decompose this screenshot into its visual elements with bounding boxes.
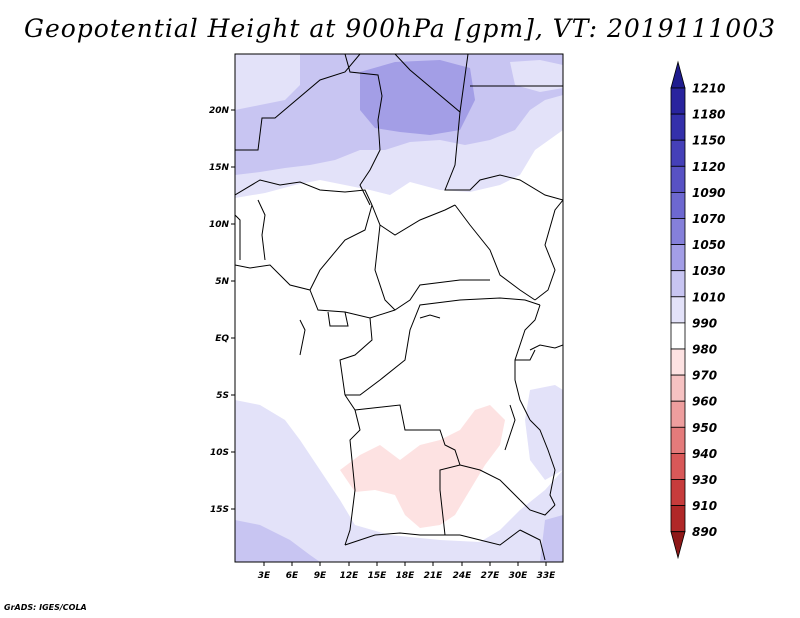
colorbar-segment — [670, 348, 686, 376]
lat-label-15n: 15N — [209, 163, 230, 173]
colorbar-label: 950 — [692, 421, 717, 435]
colorbar-segment — [670, 244, 686, 272]
colorbar-segment — [670, 113, 686, 141]
lon-label-9e: 9E — [314, 571, 327, 581]
colorbar-label: 930 — [692, 473, 717, 487]
colorbar-label: 1010 — [692, 290, 725, 304]
colorbar-segment — [670, 505, 686, 533]
lon-label-3e: 3E — [258, 571, 271, 581]
lat-label-5s: 5S — [216, 391, 229, 401]
lat-label-10n: 10N — [209, 220, 230, 230]
height-field — [235, 54, 563, 562]
lat-axis: 20N 15N 10N 5N EQ 5S 10S 15S — [209, 106, 235, 515]
colorbar-segment — [670, 426, 686, 454]
lon-label-24e: 24E — [453, 571, 473, 581]
colorbar-label: 1180 — [692, 108, 725, 122]
colorbar-label: 1210 — [692, 82, 725, 96]
colorbar-label: 910 — [692, 499, 717, 513]
colorbar-segment — [670, 452, 686, 480]
colorbar-label: 1120 — [692, 160, 725, 174]
boundaries — [235, 54, 563, 561]
field-north-1050 — [360, 60, 475, 135]
lat-label-15s: 15S — [210, 505, 229, 515]
lon-label-18e: 18E — [396, 571, 416, 581]
colorbar-segment — [670, 191, 686, 219]
grads-credit: GrADS: IGES/COLA — [4, 603, 87, 612]
colorbar-extend-top — [670, 60, 686, 89]
field-south-1030 — [235, 520, 320, 562]
field-northwest-hole — [248, 62, 300, 100]
field-southeast-1030 — [540, 515, 563, 562]
lon-label-12e: 12E — [340, 571, 360, 581]
lon-label-15e: 15E — [368, 571, 388, 581]
colorbar-label: 990 — [692, 316, 717, 330]
map-frame — [234, 53, 564, 563]
colorbar-extend-bottom — [670, 531, 686, 560]
colorbar-label: 1150 — [692, 134, 725, 148]
colorbar-segment — [670, 139, 686, 167]
lon-label-30e: 30E — [509, 571, 529, 581]
colorbar-segment — [670, 270, 686, 298]
colorbar-segment — [670, 400, 686, 428]
colorbar-label: 1090 — [692, 186, 725, 200]
lon-label-33e: 33E — [537, 571, 557, 581]
colorbar-segment — [670, 322, 686, 350]
lon-label-6e: 6E — [286, 571, 299, 581]
chart-title: Geopotential Height at 900hPa [gpm], VT:… — [23, 14, 777, 43]
colorbar-segment — [670, 218, 686, 246]
colorbar-label: 1050 — [692, 238, 725, 252]
colorbar-segment — [670, 374, 686, 402]
lon-label-21e: 21E — [424, 571, 444, 581]
colorbar: 1210 1180 1150 1120 1090 1070 1050 1030 1010 990 9… — [670, 60, 725, 560]
lon-label-27e: 27E — [481, 571, 501, 581]
lon-axis: 3E 6E 9E 12E 15E 18E 21E 24E 27E 30E 33E — [258, 562, 556, 581]
colorbar-segment — [670, 87, 686, 115]
lat-label-20n: 20N — [209, 106, 230, 116]
colorbar-label: 1030 — [692, 264, 725, 278]
field-east-1010 — [525, 385, 563, 480]
lat-label-eq: EQ — [215, 334, 229, 344]
colorbar-label: 970 — [692, 369, 717, 383]
field-northeast-hole — [510, 60, 563, 92]
colorbar-label: 980 — [692, 343, 717, 357]
colorbar-label: 890 — [692, 525, 717, 539]
lat-label-5n: 5N — [215, 277, 229, 287]
colorbar-segment — [670, 296, 686, 324]
field-central-low-980 — [340, 405, 505, 528]
colorbar-segment — [670, 479, 686, 507]
colorbar-label: 1070 — [692, 212, 725, 226]
colorbar-label: 940 — [692, 447, 717, 461]
colorbar-label: 960 — [692, 395, 717, 409]
colorbar-segment — [670, 165, 686, 193]
field-south-1010 — [235, 400, 563, 562]
lat-label-10s: 10S — [210, 448, 229, 458]
